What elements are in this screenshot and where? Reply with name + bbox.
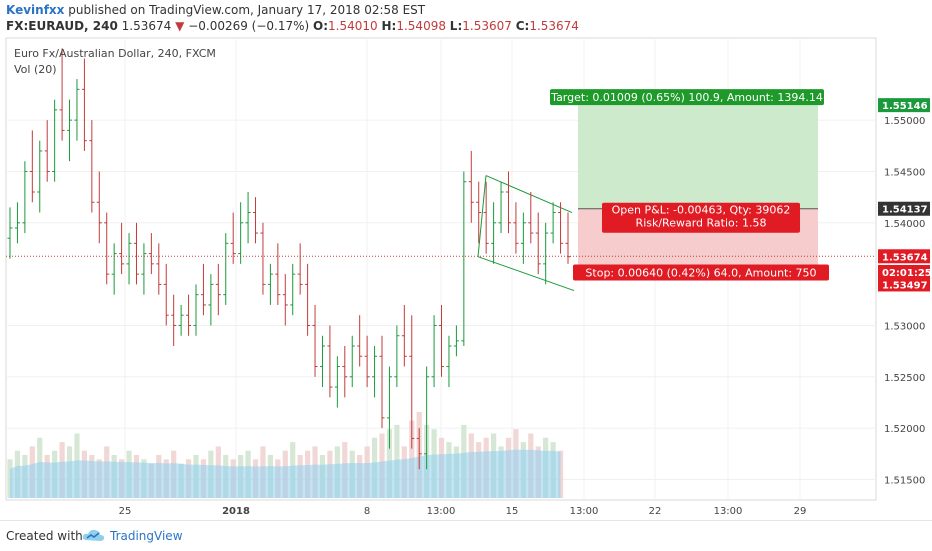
target-label: Target: 0.01009 (0.65%) 100.9, Amount: 1… [550,91,823,104]
chart-area[interactable]: 1.55000 1.54500 1.54000 1.53000 1.52500 1.520… [0,36,932,520]
channel-left-edge [477,175,487,257]
price-axis-label-box [878,201,930,216]
price-axis-label-box [878,98,930,113]
price-axis-label: 1.55146 [882,101,928,112]
target-label-box [550,89,824,106]
y-tick-label: 1.54000 [884,219,925,230]
chart-title: Euro Fx/Australian Dollar, 240, FXCM [14,47,216,60]
x-tick-label: 15 [506,506,519,517]
volume-indicator-label: Vol (20) [14,63,57,76]
price-axis-label: 02:01:25 [882,268,932,279]
rr-label: Risk/Reward Ratio: 1.58 [636,217,767,230]
x-tick-label: 25 [119,506,132,517]
y-tick-label: 1.52000 [884,424,925,435]
close-label: C: [515,19,530,33]
tradingview-brand[interactable]: TradingView [110,529,183,543]
last-price: 1.53674 [121,19,172,33]
high-value: 1.54098 [396,19,446,33]
publish-line: Kevinfxx published on TradingView.com, J… [6,3,425,17]
x-tick-label: 13:00 [570,506,599,517]
x-tick-label: 29 [794,506,807,517]
low-label: L: [449,19,463,33]
price-axis-label-box [878,264,930,279]
ohlc-line: FX:EURAUD, 240 1.53674 ▼ −0.00269 (−0.17… [6,19,579,33]
y-tick-label: 1.53000 [884,321,925,332]
pnl-label: Open P&L: -0.00463, Qty: 39062 [612,204,791,217]
close-value: 1.53674 [529,19,579,33]
price-axis-label-box [878,277,930,292]
author-link[interactable]: Kevinfxx [6,3,65,17]
change-value: −0.00269 (−0.17%) [188,19,310,33]
pnl-label-box [602,202,800,233]
low-value: 1.53607 [462,19,512,33]
footer: Created with TradingView [0,520,932,551]
volume-ma-area [10,449,561,498]
target-zone [578,105,818,209]
x-tick-label: 22 [649,506,662,517]
price-chart[interactable]: 1.55000 1.54500 1.54000 1.53000 1.52500 1.520… [0,36,932,520]
tradingview-cloud-icon [82,529,105,541]
price-axis-label-box [878,249,930,264]
down-arrow-icon: ▼ [175,19,185,33]
x-tick-label: 8 [364,506,370,517]
y-tick-label: 1.52500 [884,373,925,384]
y-tick-label: 1.54500 [884,167,925,178]
x-tick-label: 2018 [222,506,250,517]
x-tick-label: 13:00 [427,506,456,517]
header: Kevinfxx published on TradingView.com, J… [0,0,932,36]
price-axis-label: 1.53674 [882,252,928,263]
high-label: H: [381,19,397,33]
open-label: O: [313,19,329,33]
symbol-label[interactable]: FX:EURAUD, 240 [6,19,118,33]
price-axis-label: 1.53497 [882,280,928,291]
channel-upper-line [485,175,573,213]
stop-label: Stop: 0.00640 (0.42%) 64.0, Amount: 750 [585,266,816,279]
y-tick-label: 1.55000 [884,116,925,127]
price-axis-label: 1.54137 [882,205,928,216]
x-tick-label: 13:00 [714,506,743,517]
published-text: published on TradingView.com, January 17… [64,3,426,17]
y-tick-label: 1.51500 [884,475,925,486]
stop-label-box [573,264,829,281]
open-value: 1.54010 [328,19,378,33]
created-with-label: Created with [6,529,83,543]
